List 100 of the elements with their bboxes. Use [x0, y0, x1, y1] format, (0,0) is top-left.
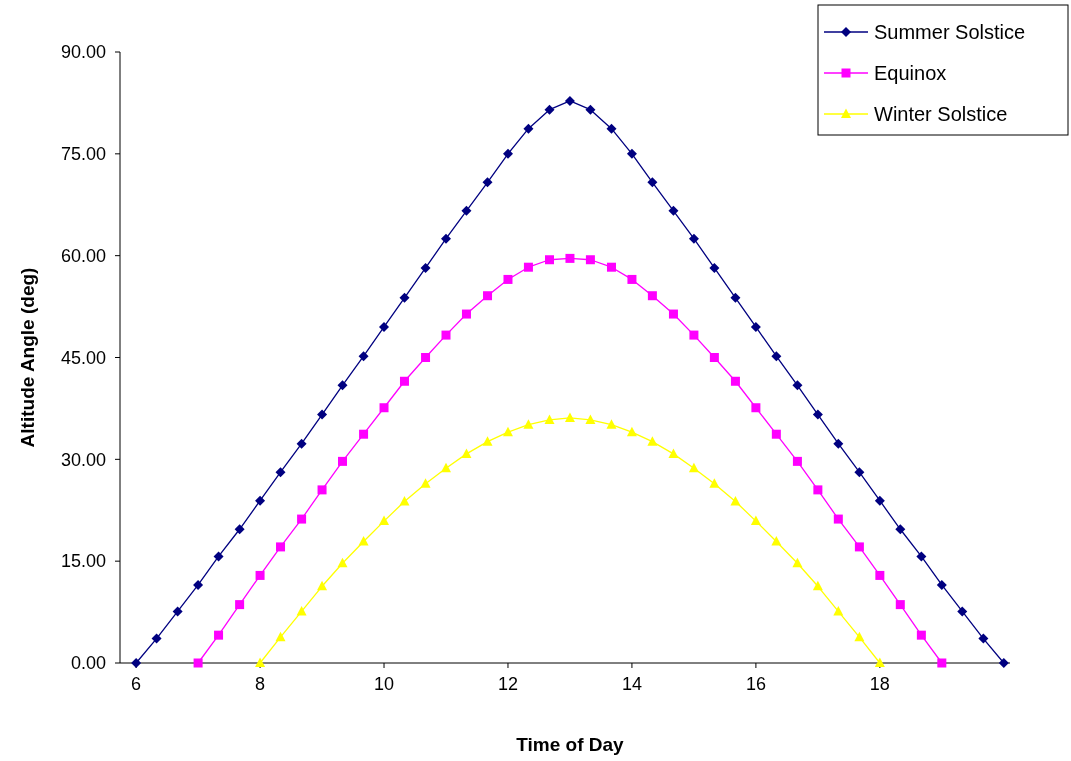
point [626, 426, 637, 437]
point [854, 542, 864, 552]
y-tick-label: 0.00 [70, 653, 106, 674]
point [399, 292, 410, 303]
point [895, 524, 906, 535]
point [151, 633, 162, 644]
x-tick-label: 6 [131, 674, 142, 694]
point [317, 580, 328, 591]
point [812, 580, 823, 591]
x-tick-label: 10 [374, 674, 395, 694]
point [564, 95, 575, 106]
point [854, 467, 865, 478]
legend-label: Winter Solstice [874, 103, 1008, 125]
point [771, 535, 782, 546]
point [585, 255, 595, 265]
x-tick-label: 18 [869, 674, 890, 694]
point [647, 177, 658, 188]
point [647, 291, 657, 301]
point [647, 436, 658, 446]
point [750, 321, 761, 332]
point [338, 456, 347, 466]
point [502, 148, 513, 159]
point [297, 514, 307, 524]
point [792, 557, 803, 568]
point [296, 438, 307, 449]
point [523, 123, 534, 134]
point [214, 630, 224, 640]
point [502, 426, 513, 437]
point [441, 462, 451, 473]
point [771, 429, 781, 439]
point [730, 376, 740, 386]
point [461, 448, 472, 458]
point [627, 274, 637, 284]
point [626, 148, 637, 159]
point [421, 353, 431, 362]
point [709, 262, 720, 273]
point [255, 570, 265, 580]
point [234, 524, 245, 535]
point [317, 409, 328, 420]
point [482, 177, 493, 188]
point [461, 205, 472, 216]
point [833, 514, 843, 524]
y-tick-label: 75.00 [60, 144, 106, 165]
x-tick-label: 12 [497, 674, 518, 694]
point [193, 658, 203, 668]
point [337, 557, 348, 568]
point [564, 412, 575, 422]
point [688, 233, 699, 244]
point [874, 657, 885, 667]
point [606, 262, 616, 272]
point [441, 330, 451, 340]
point [792, 456, 802, 466]
point [916, 630, 926, 640]
point [358, 351, 369, 362]
point [276, 542, 286, 552]
point [957, 606, 968, 617]
point [751, 403, 761, 413]
point [255, 495, 266, 506]
point [317, 485, 327, 495]
point [275, 467, 286, 478]
point [193, 579, 204, 590]
point [296, 605, 307, 616]
point [565, 253, 575, 263]
point [544, 414, 555, 424]
point [875, 570, 885, 580]
point [235, 600, 245, 610]
x-tick-label: 8 [255, 674, 266, 694]
point [895, 600, 905, 610]
point [544, 104, 555, 115]
point [668, 205, 679, 216]
point [833, 438, 844, 449]
point [399, 376, 409, 386]
point [998, 658, 1009, 668]
x-tick-label: 16 [745, 674, 766, 694]
point [812, 409, 823, 420]
point [420, 478, 431, 488]
point [172, 606, 183, 617]
point [337, 380, 348, 391]
x-axis-title: Time of Day [516, 734, 625, 755]
point [585, 104, 596, 115]
point [606, 419, 617, 429]
point [379, 403, 389, 413]
point [483, 291, 493, 301]
point [379, 321, 390, 332]
y-axis-title: Altitude Angle (deg) [17, 267, 38, 448]
point [606, 123, 617, 134]
point [916, 551, 927, 562]
legend-label: Summer Solstice [874, 21, 1026, 43]
point [792, 380, 803, 391]
y-tick-label: 90.00 [60, 42, 106, 63]
y-tick-label: 45.00 [60, 347, 106, 368]
point [813, 485, 823, 495]
point [668, 309, 678, 319]
point [545, 255, 555, 265]
point [689, 330, 699, 340]
point [730, 495, 741, 506]
point [771, 351, 782, 362]
point [750, 515, 761, 526]
point [441, 233, 451, 244]
point [503, 274, 513, 284]
